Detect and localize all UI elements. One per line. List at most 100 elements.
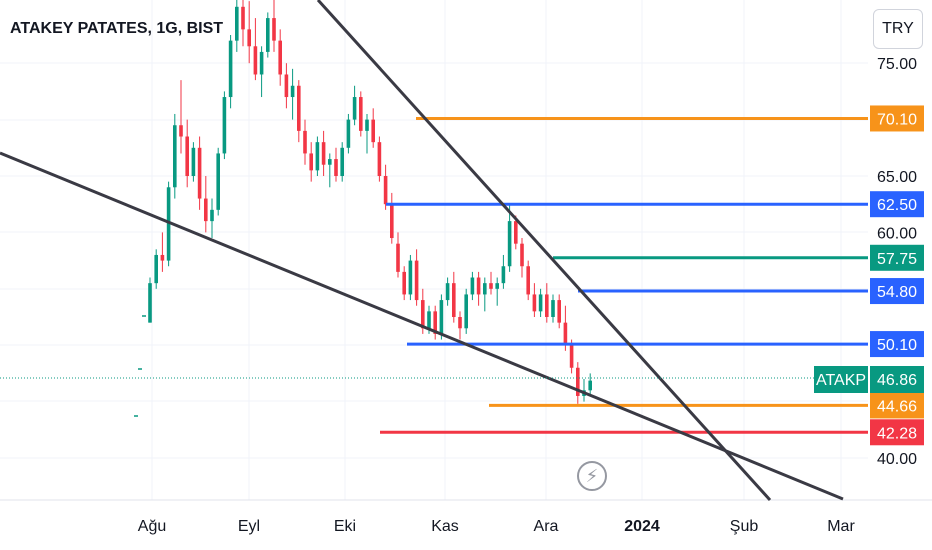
- time-tick-label: Ağu: [138, 518, 166, 535]
- symbol-badge-text: ATAKP: [816, 372, 866, 389]
- candle-body: [197, 147, 202, 199]
- candle-body: [241, 6, 245, 30]
- candle-body: [228, 40, 233, 98]
- level-badge-text: 57.75: [877, 251, 917, 268]
- price-axis[interactable]: 75.00 65.00 60.00 40.00: [877, 56, 917, 468]
- candlestick-series: [134, 0, 592, 417]
- level-badge: [870, 244, 924, 271]
- candle-body: [427, 311, 431, 329]
- time-tick-label: Kas: [431, 518, 459, 535]
- candle-body: [545, 294, 549, 317]
- candle-body: [439, 300, 444, 334]
- symbol-badge: ATAKP 46.86: [814, 366, 924, 393]
- candle-body: [458, 317, 462, 329]
- candle-body: [452, 283, 456, 317]
- candle-body: [483, 283, 487, 295]
- candle-body: [297, 85, 301, 131]
- level-badge: [870, 331, 924, 358]
- level-badge: [870, 191, 924, 218]
- level-badge-text: 50.10: [877, 337, 917, 354]
- candle-body: [278, 40, 282, 75]
- candle-body: [191, 147, 196, 176]
- candle-body: [352, 97, 357, 120]
- candle-body: [179, 125, 183, 137]
- candle-body: [532, 294, 537, 312]
- candle-body: [402, 271, 406, 295]
- candle-body: [303, 130, 307, 154]
- candle-body: [433, 311, 437, 334]
- candle-body: [154, 254, 158, 284]
- candle-body: [173, 125, 177, 188]
- grid-lines: [0, 0, 932, 501]
- candle-body: [514, 221, 518, 244]
- time-axis[interactable]: Ağu Eyl Eki Kas Ara 2024 Şub Mar: [138, 518, 856, 535]
- candle-body: [390, 204, 394, 239]
- trendlines: [0, 0, 844, 502]
- level-badge: [870, 419, 924, 446]
- candle-body: [235, 6, 239, 41]
- price-tick-label: 40.00: [877, 451, 917, 468]
- candle-body: [166, 187, 171, 261]
- candle-body: [489, 283, 493, 289]
- candle-body: [185, 136, 189, 176]
- candle-body: [507, 221, 512, 267]
- level-badge-text: 62.50: [877, 197, 917, 214]
- candle-body: [259, 51, 264, 75]
- lightning-bolt-icon[interactable]: ⚡︎: [577, 461, 607, 491]
- currency-button[interactable]: TRY: [873, 9, 923, 49]
- candle-body: [408, 260, 413, 295]
- candle-body: [284, 74, 289, 98]
- candle-body: [576, 367, 580, 396]
- candle-body: [470, 277, 475, 295]
- candle-body: [476, 277, 481, 295]
- candle-body: [495, 283, 499, 289]
- candle-body: [501, 266, 506, 284]
- candle-body: [569, 345, 574, 368]
- candle-body: [148, 283, 152, 323]
- level-badge-text: 44.66: [877, 398, 917, 415]
- candle-body: [334, 159, 338, 176]
- time-tick-label: Şub: [730, 518, 759, 535]
- candle-body: [210, 209, 214, 222]
- level-badge: [870, 278, 924, 305]
- candle-body: [520, 243, 524, 267]
- candle-body: [371, 119, 375, 143]
- candle-body: [222, 97, 227, 154]
- price-tick-label: 75.00: [877, 56, 917, 73]
- time-tick-label: Eyl: [238, 518, 260, 535]
- candle-body: [309, 153, 313, 171]
- candle-body: [396, 243, 400, 272]
- horizontal-levels: [380, 116, 868, 434]
- candle-body: [290, 85, 295, 98]
- candle-body: [266, 18, 270, 52]
- candle-body: [204, 198, 208, 222]
- candle-body: [253, 46, 258, 75]
- level-badge: [870, 105, 924, 132]
- candle-body: [247, 29, 251, 47]
- candle-body: [321, 142, 326, 165]
- candle-body: [315, 142, 320, 171]
- candle-body: [538, 294, 543, 312]
- candle-body: [563, 322, 568, 346]
- candle-body: [346, 119, 351, 148]
- time-tick-label: Eki: [334, 518, 356, 535]
- candle-body: [216, 153, 220, 210]
- candle-body: [445, 283, 450, 301]
- level-badge-text: 70.10: [877, 111, 917, 128]
- candle-body: [551, 300, 555, 317]
- candle-body: [359, 97, 363, 131]
- level-badge-text: 54.80: [877, 284, 917, 301]
- candle-body: [464, 294, 468, 329]
- candle-body: [421, 300, 425, 329]
- upper-trendline[interactable]: [316, 0, 772, 502]
- candle-body: [377, 142, 382, 176]
- symbol-title[interactable]: ATAKEY PATATES, 1G, BIST: [10, 20, 224, 37]
- lower-trendline[interactable]: [0, 151, 844, 501]
- price-tick-label: 60.00: [877, 225, 917, 242]
- candle-body: [526, 266, 530, 295]
- candle-body: [340, 147, 344, 176]
- price-tick-label: 65.00: [877, 169, 917, 186]
- candle-body: [328, 159, 332, 165]
- price-badges: 70.10 62.50 57.75 54.80 50.10 44.66 42.28: [870, 105, 924, 446]
